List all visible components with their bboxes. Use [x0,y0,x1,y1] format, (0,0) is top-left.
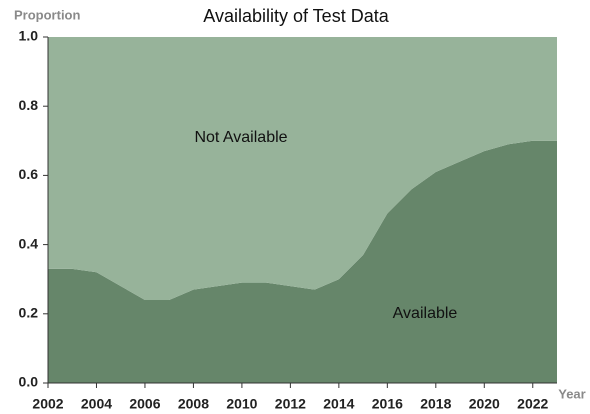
y-tick-label: 0.6 [19,166,39,182]
y-tick-label: 0.0 [19,374,39,390]
chart-title: Availability of Test Data [203,6,389,26]
y-tick-label: 0.8 [19,97,39,113]
x-tick-label: 2018 [420,396,451,412]
x-tick-label: 2002 [32,396,63,412]
x-tick-label: 2008 [178,396,209,412]
x-tick-label: 2020 [469,396,500,412]
area [48,37,557,300]
area [48,140,557,383]
y-tick-label: 1.0 [19,28,39,44]
area-label: Not Available [194,129,287,146]
x-tick-label: 2022 [517,396,548,412]
y-tick-label: 0.2 [19,305,39,321]
x-axis-label: Year [558,386,585,401]
x-tick-label: 2006 [129,396,160,412]
x-tick-label: 2010 [226,396,257,412]
y-tick-label: 0.4 [19,235,39,251]
x-tick-label: 2004 [81,396,112,412]
area-label: Available [393,305,458,322]
x-tick-label: 2012 [275,396,306,412]
x-tick-label: 2014 [323,396,354,412]
x-tick-label: 2016 [372,396,403,412]
y-axis-label: Proportion [14,7,80,22]
